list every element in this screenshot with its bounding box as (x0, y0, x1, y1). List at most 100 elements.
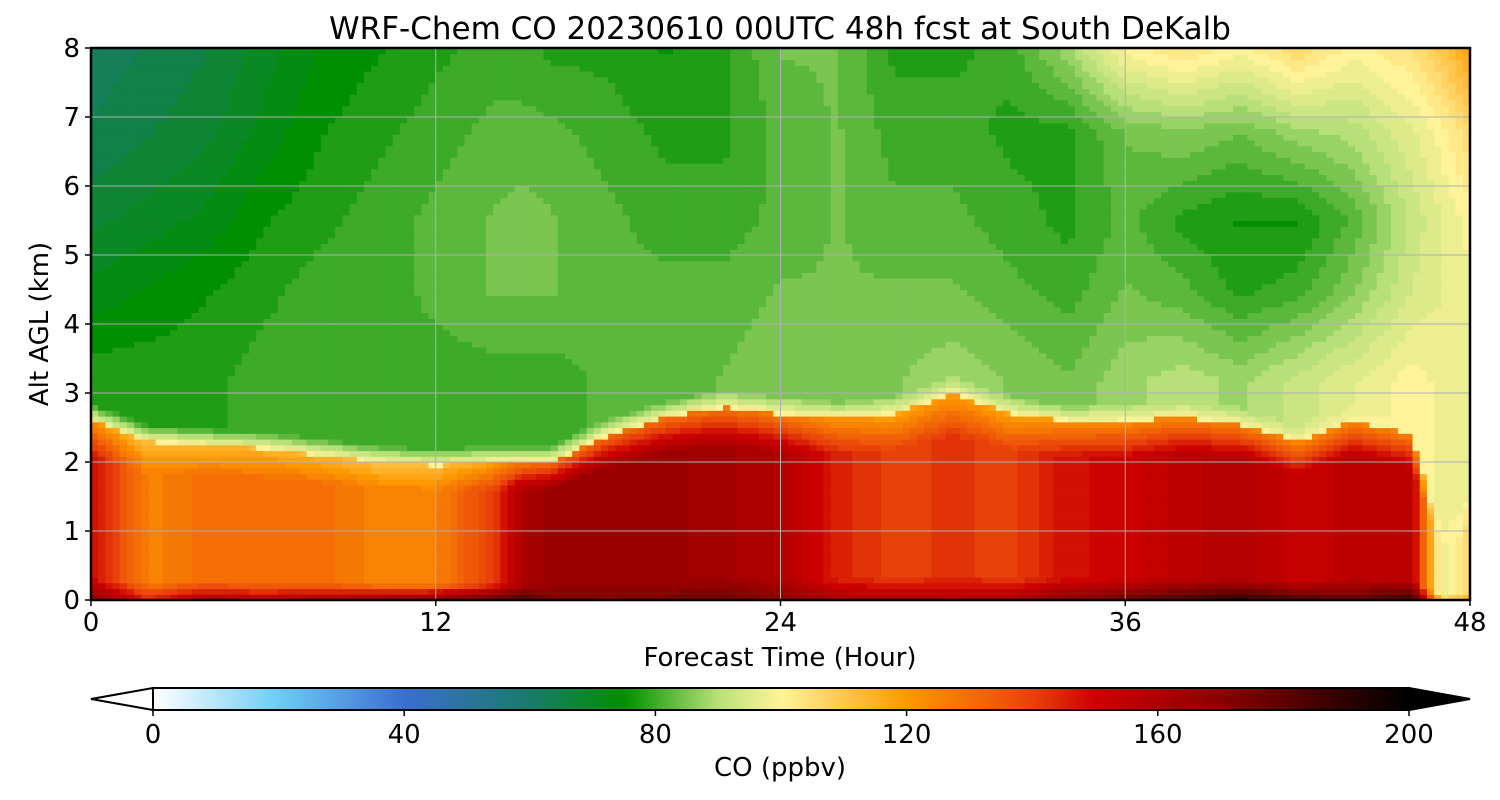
contour-cell (205, 71, 214, 78)
contour-cell (277, 508, 286, 515)
contour-cell (335, 140, 343, 147)
contour-cell (148, 197, 157, 204)
contour-cell (399, 456, 408, 463)
contour-cell (241, 582, 250, 590)
contour-cell (134, 416, 142, 423)
contour-cell (407, 237, 415, 245)
contour-cell (328, 548, 336, 555)
contour-cell (435, 94, 444, 101)
contour-cell (191, 53, 200, 61)
contour-cell (277, 295, 286, 302)
contour-cell (421, 53, 430, 61)
contour-cell (126, 433, 135, 440)
contour-cell (299, 306, 308, 314)
contour-cell (119, 318, 128, 325)
contour-cell (162, 128, 171, 135)
contour-cell (134, 473, 142, 480)
contour-cell (220, 335, 229, 342)
contour-cell (277, 65, 286, 72)
contour-cell (191, 352, 200, 360)
contour-cell (256, 588, 264, 595)
contour-cell (442, 582, 451, 590)
contour-cell (328, 272, 336, 279)
contour-cell (155, 272, 164, 279)
contour-cell (105, 272, 114, 279)
contour-cell (220, 387, 229, 394)
contour-cell (241, 410, 250, 417)
contour-cell (392, 502, 401, 509)
contour-cell (213, 393, 221, 400)
contour-cell (162, 94, 171, 101)
contour-cell (241, 226, 250, 233)
contour-cell (220, 381, 229, 388)
contour-cell (328, 82, 336, 89)
contour-cell (385, 76, 394, 84)
contour-cell (227, 105, 236, 112)
contour-cell (205, 312, 214, 319)
contour-cell (292, 387, 300, 394)
contour-cell (299, 439, 308, 446)
contour-cell (299, 163, 308, 170)
contour-cell (227, 416, 236, 423)
contour-cell (407, 479, 415, 486)
contour-cell (421, 496, 430, 503)
contour-cell (162, 352, 171, 360)
contour-cell (421, 358, 430, 365)
contour-cell (421, 490, 430, 498)
contour-cell (134, 387, 142, 394)
contour-cell (442, 249, 451, 256)
contour-cell (227, 439, 236, 446)
contour-cell (299, 203, 308, 210)
contour-cell (205, 163, 214, 170)
contour-cell (428, 559, 437, 567)
contour-cell (407, 416, 415, 423)
contour-cell (306, 94, 315, 101)
contour-cell (105, 295, 114, 302)
contour-cell (134, 398, 142, 406)
contour-cell (234, 393, 243, 400)
contour-cell (256, 111, 264, 118)
contour-cell (198, 450, 207, 457)
contour-cell (313, 485, 322, 492)
contour-cell (421, 312, 430, 319)
contour-cell (198, 421, 207, 429)
contour-cell (320, 249, 329, 256)
contour-cell (263, 496, 272, 503)
contour-cell (399, 577, 408, 584)
contour-cell (306, 490, 315, 498)
contour-cell (385, 174, 394, 181)
contour-cell (170, 266, 178, 273)
contour-cell (363, 433, 372, 440)
contour-cell (141, 94, 150, 101)
contour-cell (162, 347, 171, 354)
contour-cell (284, 571, 293, 578)
contour-cell (141, 467, 150, 475)
contour-cell (141, 341, 150, 348)
contour-cell (119, 324, 128, 331)
contour-cell (363, 226, 372, 233)
contour-cell (313, 404, 322, 411)
contour-cell (198, 416, 207, 423)
contour-cell (148, 209, 157, 216)
contour-cell (363, 278, 372, 285)
contour-cell (98, 341, 106, 348)
contour-cell (148, 232, 157, 239)
contour-cell (249, 283, 257, 291)
contour-cell (299, 278, 308, 285)
contour-cell (407, 260, 415, 268)
contour-cell (378, 82, 387, 89)
contour-cell (170, 548, 178, 555)
contour-cell (162, 65, 171, 72)
contour-cell (134, 94, 142, 101)
contour-cell (414, 502, 422, 509)
contour-cell (392, 375, 401, 383)
contour-cell (256, 324, 264, 331)
contour-cell (277, 525, 286, 532)
contour-cell (342, 565, 351, 572)
contour-cell (91, 433, 99, 440)
contour-cell (112, 536, 121, 544)
contour-cell (363, 99, 372, 107)
contour-cell (371, 364, 379, 371)
contour-cell (184, 467, 193, 475)
contour-cell (428, 450, 437, 457)
